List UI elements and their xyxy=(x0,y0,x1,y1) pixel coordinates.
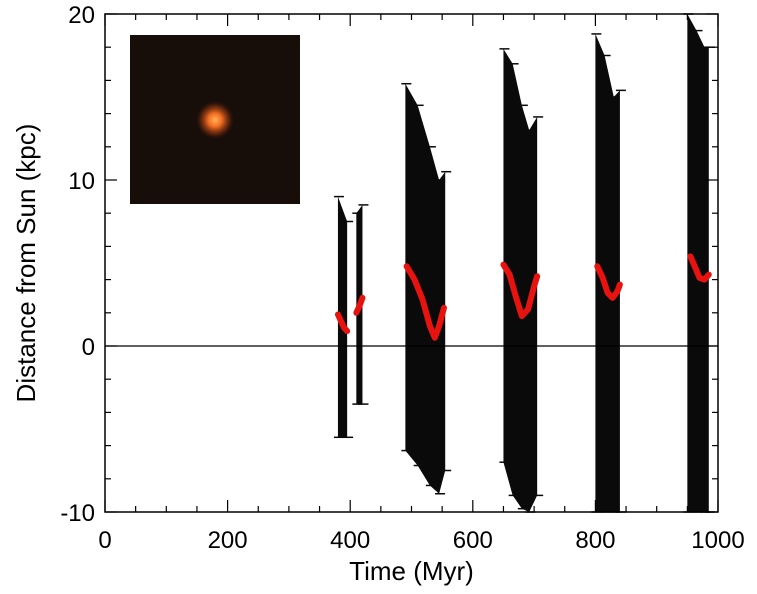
x-tick-label: 200 xyxy=(208,527,248,554)
uncertainty-band-4 xyxy=(503,48,538,513)
x-tick-label: 800 xyxy=(575,527,615,554)
y-tick-label: 10 xyxy=(68,168,95,195)
estimate-line-4 xyxy=(500,261,541,320)
uncertainty-band-5 xyxy=(595,33,620,513)
y-tick-label: 0 xyxy=(82,334,95,361)
estimate-line-5 xyxy=(594,263,623,301)
uncertainty-band-3 xyxy=(405,83,446,494)
estimate-line-3 xyxy=(403,263,447,341)
x-tick-label: 600 xyxy=(453,527,493,554)
estimate-line-6 xyxy=(687,253,712,283)
estimate-line-1 xyxy=(334,311,351,335)
estimate-line-2 xyxy=(353,294,366,316)
x-axis-label: Time (Myr) xyxy=(349,556,474,586)
uncertainty-band-6 xyxy=(687,14,709,512)
inset-star xyxy=(195,100,235,140)
series-lines xyxy=(334,253,712,341)
x-tick-label: 400 xyxy=(330,527,370,554)
uncertainty-band-1 xyxy=(337,196,348,438)
y-axis-label: Distance from Sun (kpc) xyxy=(11,124,41,403)
y-tick-label: 20 xyxy=(68,2,95,29)
uncertainty-bands xyxy=(333,13,715,513)
inset-image xyxy=(130,35,300,204)
x-tick-label: 1000 xyxy=(691,527,744,554)
x-tick-label: 0 xyxy=(98,527,111,554)
y-tick-label: -10 xyxy=(60,500,95,527)
